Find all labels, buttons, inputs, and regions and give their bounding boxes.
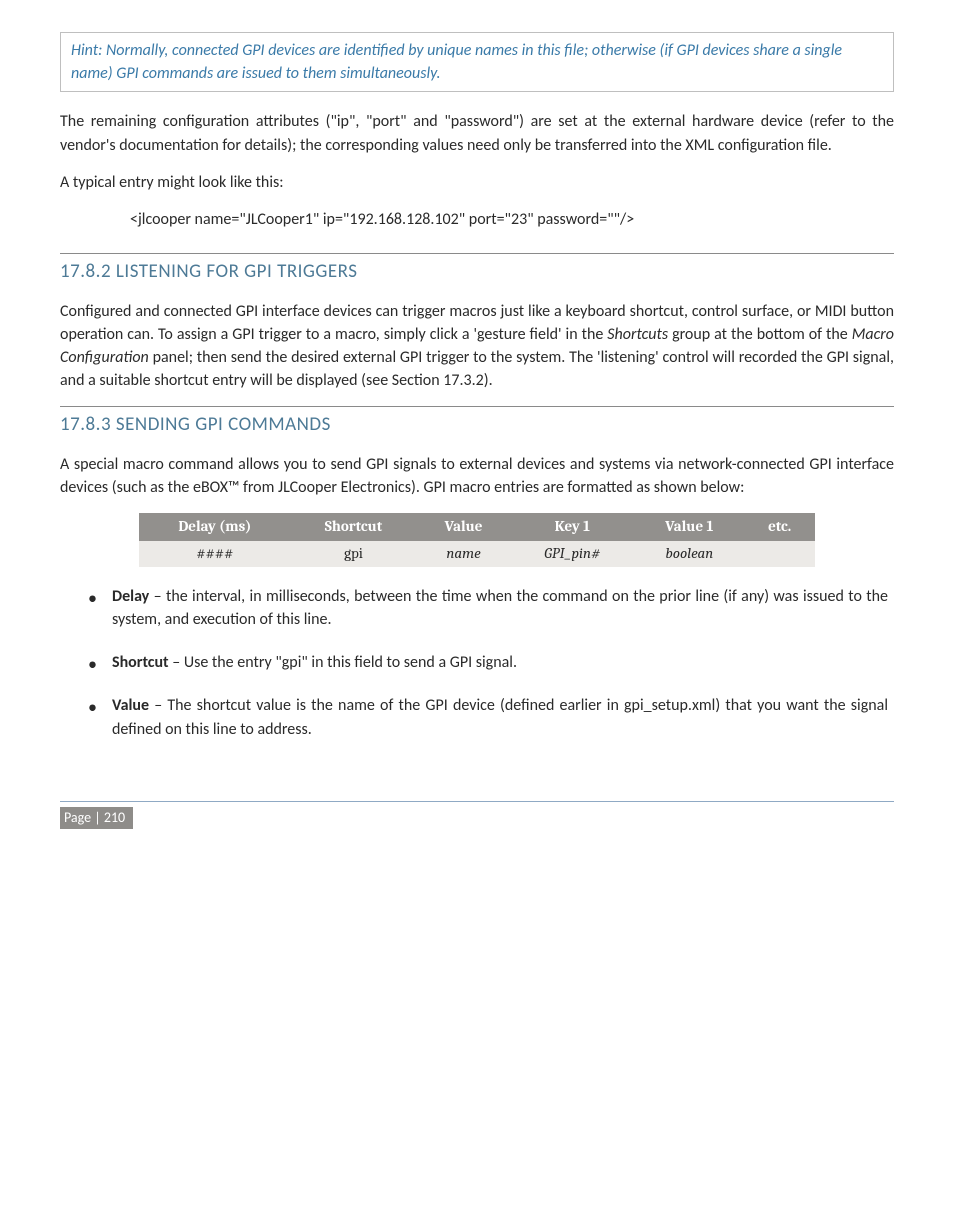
page-number-badge: Page | 210 <box>60 807 133 829</box>
bullet-delay: Delay – the interval, in milliseconds, b… <box>88 585 888 631</box>
hint-box: Hint: Normally, connected GPI devices ar… <box>60 32 894 92</box>
listening-post: panel; then send the desired external GP… <box>60 348 894 390</box>
para-typical: A typical entry might look like this: <box>60 171 894 194</box>
para-sending-intro: A special macro command allows you to se… <box>60 453 894 499</box>
th-value: Value <box>416 513 510 541</box>
bullet-value-text: – The shortcut value is the name of the … <box>112 696 888 738</box>
th-delay: Delay (ms) <box>139 513 290 541</box>
table-header-row: Delay (ms) Shortcut Value Key 1 Value 1 … <box>139 513 815 541</box>
listening-mid: group at the bottom of the <box>668 325 852 344</box>
bullet-value-label: Value <box>112 696 149 715</box>
page-footer: Page | 210 <box>60 801 894 829</box>
th-etc: etc. <box>745 513 815 541</box>
bullet-shortcut-text: – Use the entry "gpi" in this field to s… <box>169 653 517 672</box>
th-value1: Value 1 <box>634 513 745 541</box>
heading-listening: 17.8.2 LISTENING FOR GPI TRIGGERS <box>60 258 894 286</box>
td-value1: boolean <box>634 541 745 567</box>
listening-i1: Shortcuts <box>607 325 668 344</box>
section-heading-listening: 17.8.2 LISTENING FOR GPI TRIGGERS <box>60 253 894 286</box>
bullet-shortcut-label: Shortcut <box>112 653 169 672</box>
table-row: #### gpi name GPI_pin# boolean <box>139 541 815 567</box>
para-remaining: The remaining configuration attributes (… <box>60 110 894 156</box>
th-key1: Key 1 <box>511 513 634 541</box>
heading-sending: 17.8.3 SENDING GPI COMMANDS <box>60 411 894 439</box>
section-heading-sending: 17.8.3 SENDING GPI COMMANDS <box>60 406 894 439</box>
bullet-delay-text: – the interval, in milliseconds, between… <box>112 587 888 629</box>
heading-title-2: SENDING GPI COMMANDS <box>116 413 331 436</box>
footer-rule <box>60 801 894 802</box>
td-shortcut: gpi <box>291 541 417 567</box>
gpi-table: Delay (ms) Shortcut Value Key 1 Value 1 … <box>139 513 815 567</box>
bullet-value: Value – The shortcut value is the name o… <box>88 694 888 740</box>
td-key1: GPI_pin# <box>511 541 634 567</box>
bullet-shortcut: Shortcut – Use the entry "gpi" in this f… <box>88 651 888 674</box>
td-delay: #### <box>139 541 290 567</box>
td-value: name <box>416 541 510 567</box>
heading-num: 17.8.2 <box>60 260 111 283</box>
para-listening: Configured and connected GPI interface d… <box>60 300 894 393</box>
heading-num-2: 17.8.3 <box>60 413 111 436</box>
code-example: <jlcooper name="JLCooper1" ip="192.168.1… <box>130 208 894 231</box>
hint-text: Hint: Normally, connected GPI devices ar… <box>71 41 842 83</box>
bullet-delay-label: Delay <box>112 587 149 606</box>
td-etc <box>745 541 815 567</box>
bullet-list: Delay – the interval, in milliseconds, b… <box>60 585 894 741</box>
heading-title: LISTENING FOR GPI TRIGGERS <box>116 260 358 283</box>
th-shortcut: Shortcut <box>291 513 417 541</box>
